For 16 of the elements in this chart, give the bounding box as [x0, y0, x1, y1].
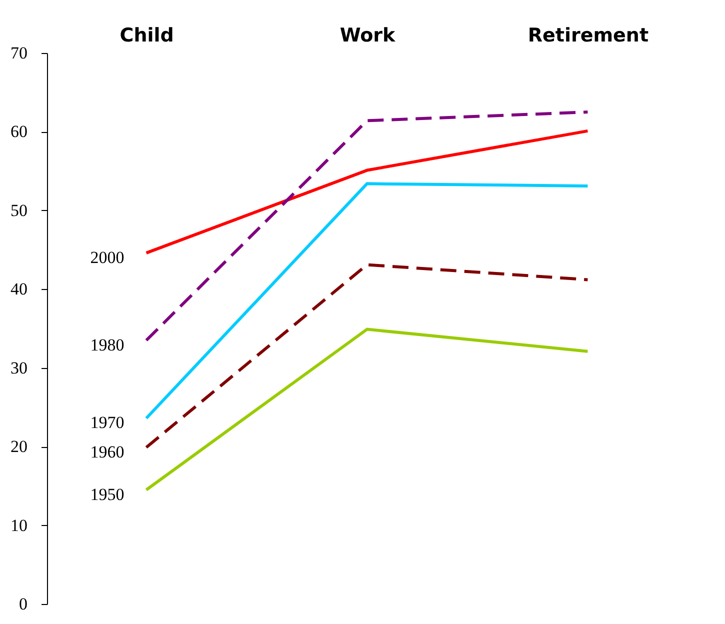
- series-label: 1970: [90, 413, 124, 432]
- x-tick-label: Child: [120, 24, 174, 46]
- x-tick-label: Retirement: [528, 24, 649, 46]
- series-label: 1950: [90, 484, 124, 504]
- y-tick-label: 20: [10, 437, 28, 456]
- series-label: 2000: [90, 248, 124, 267]
- y-tick-label: 50: [10, 200, 28, 220]
- y-tick-label: 0: [19, 594, 28, 614]
- series-label: 1960: [90, 442, 124, 462]
- series-label: 1980: [90, 335, 124, 354]
- y-tick-label: 60: [10, 122, 28, 142]
- y-tick-label: 70: [10, 44, 28, 62]
- x-tick-label: Work: [340, 24, 396, 46]
- y-tick-label: 30: [10, 358, 28, 378]
- y-tick-label: 10: [10, 516, 28, 535]
- y-tick-label: 40: [10, 280, 28, 299]
